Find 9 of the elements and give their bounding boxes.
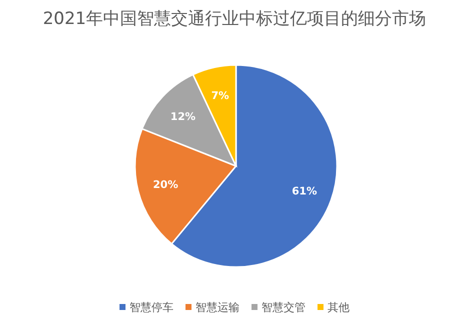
legend-label: 智慧交管 bbox=[262, 301, 306, 314]
data-label: 12% bbox=[170, 111, 196, 124]
legend-label: 智慧运输 bbox=[196, 301, 240, 314]
legend-label: 其他 bbox=[328, 301, 350, 314]
legend-label: 智慧停车 bbox=[130, 301, 174, 314]
chart-title: 2021年中国智慧交通行业中标过亿项目的细分市场 bbox=[42, 9, 426, 29]
data-label: 20% bbox=[152, 179, 179, 192]
data-label: 61% bbox=[292, 186, 318, 198]
data-label: 7% bbox=[211, 90, 230, 102]
